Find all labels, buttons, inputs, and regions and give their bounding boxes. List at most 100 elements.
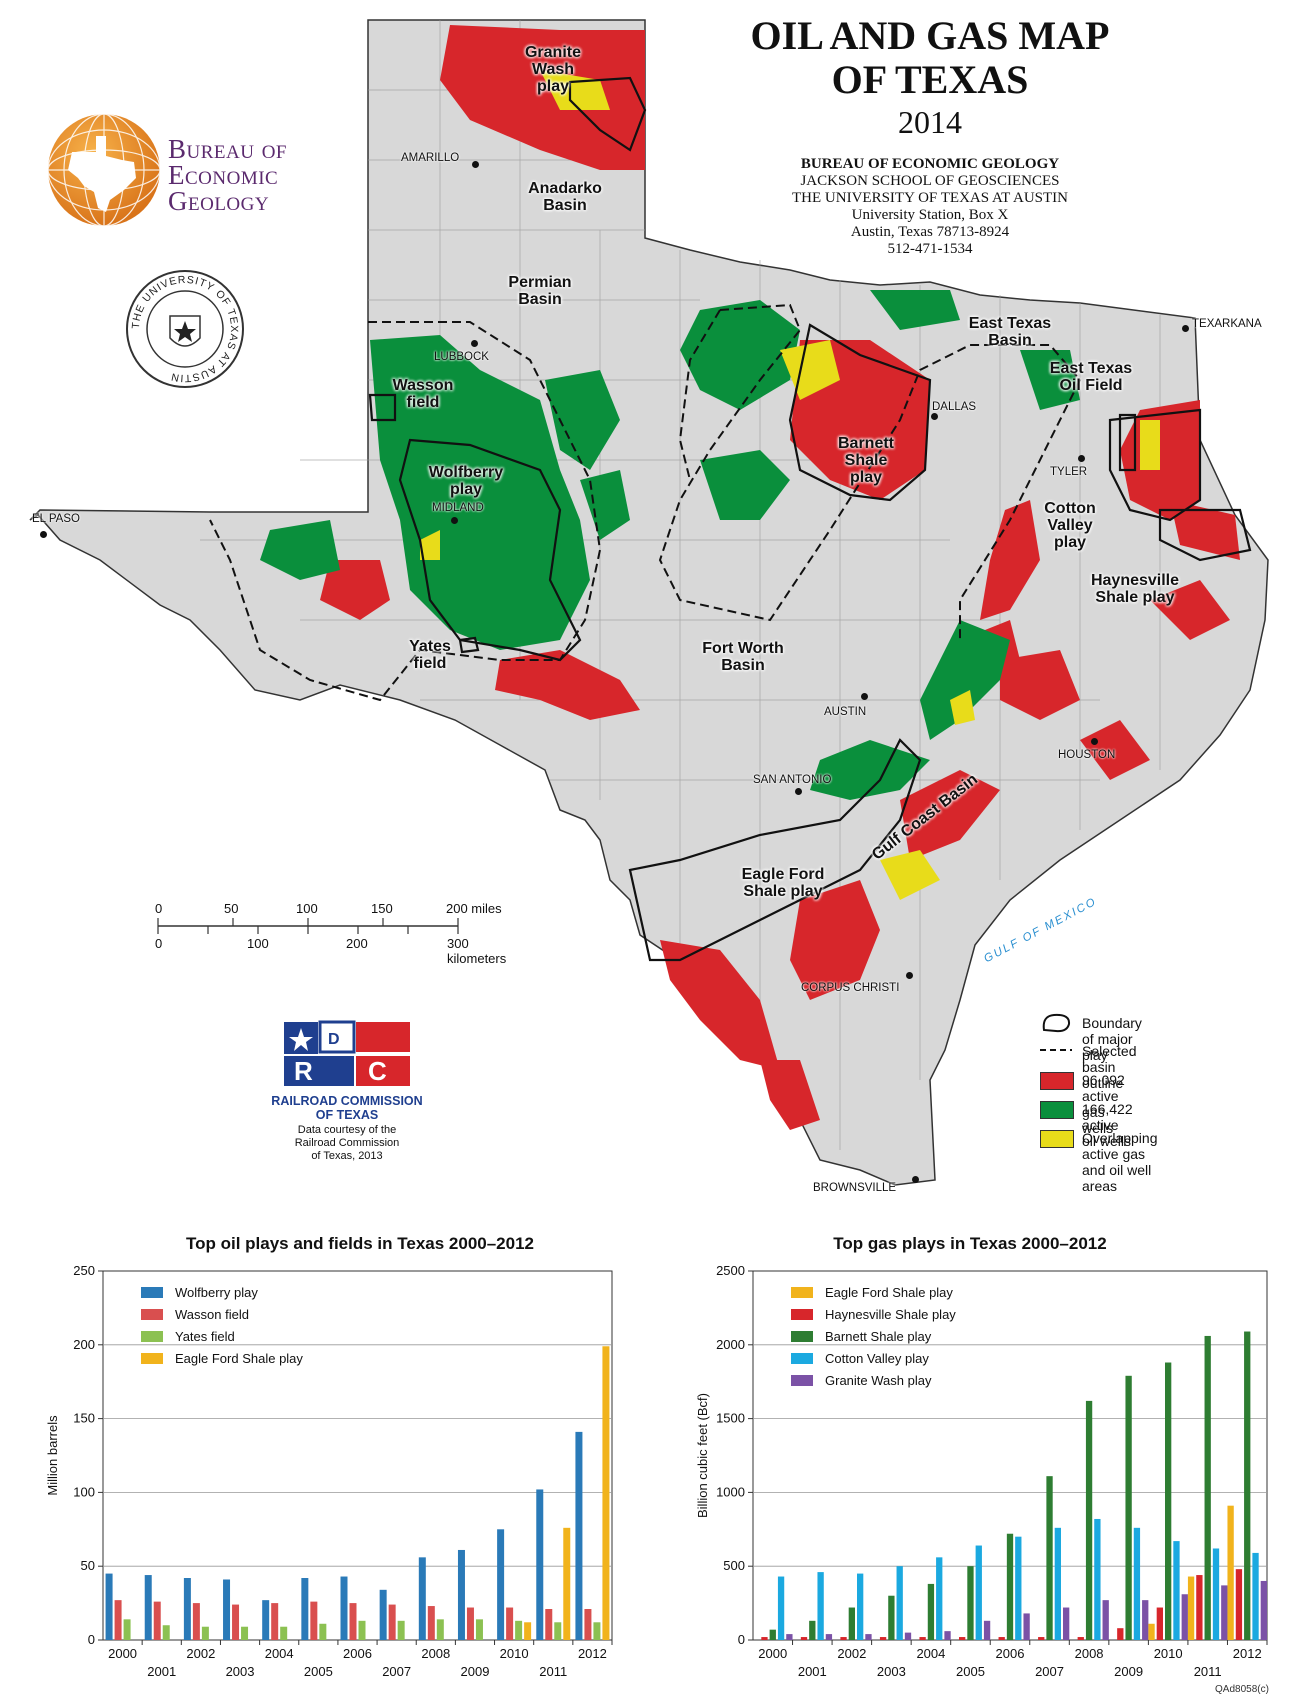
scale-km-0: 0 — [155, 936, 163, 951]
legend-oil: 166,422 active oil wells — [1082, 1101, 1133, 1149]
data-courtesy: Data courtesy of the Railroad Commission… — [262, 1124, 432, 1163]
bar-haynesville-shale-play-2004 — [919, 1637, 926, 1640]
bar-haynesville-shale-play-2007 — [1038, 1637, 1045, 1640]
bar-cotton-valley-play-2005 — [975, 1545, 982, 1640]
bar-wasson-field-2002 — [192, 1603, 200, 1640]
bar-barnett-shale-play-2005 — [967, 1566, 974, 1640]
bar-yates-field-2005 — [319, 1623, 327, 1640]
bar-yates-field-2000 — [123, 1619, 131, 1640]
legend-swatch — [141, 1287, 163, 1298]
city-dot-el-paso — [40, 531, 47, 538]
x-tick-label: 2005 — [956, 1664, 985, 1679]
oil-chart-title: Top oil plays and fields in Texas 2000–2… — [185, 1234, 535, 1253]
legend-label: Barnett Shale play — [825, 1329, 932, 1344]
bar-haynesville-shale-play-2002 — [840, 1637, 847, 1640]
bar-haynesville-shale-play-2011 — [1196, 1575, 1203, 1640]
city-austin: AUSTIN — [824, 706, 867, 718]
legend-swatch — [791, 1375, 813, 1386]
school-name: JACKSON SCHOOL OF GEOSCIENCES — [800, 173, 1060, 189]
bar-barnett-shale-play-2012 — [1244, 1331, 1251, 1640]
bar-cotton-valley-play-2012 — [1252, 1552, 1259, 1640]
hs-l2: Shale play — [1095, 589, 1175, 606]
org-name: BUREAU OF ECONOMIC GEOLOGY — [800, 156, 1060, 172]
scale-mi-200: 200 miles — [446, 901, 502, 916]
bar-cotton-valley-play-2011 — [1212, 1548, 1220, 1640]
bar-wolfberry-play-2011 — [536, 1489, 544, 1640]
barnett-l2: Shale — [844, 452, 888, 469]
bar-wasson-field-2008 — [427, 1606, 435, 1640]
scale-mi-50: 50 — [224, 901, 239, 916]
bar-cotton-valley-play-2003 — [896, 1566, 903, 1640]
bar-eagle-ford-shale-play-2010 — [1148, 1623, 1155, 1640]
legend-label: Wolfberry play — [175, 1285, 258, 1300]
city-tyler: TYLER — [1050, 466, 1088, 478]
station: University Station, Box X — [851, 207, 1009, 223]
x-tick-label: 2009 — [1114, 1664, 1143, 1679]
bar-yates-field-2006 — [358, 1620, 366, 1640]
y-tick-label: 0 — [738, 1632, 745, 1647]
legend-oil-swatch — [1040, 1101, 1074, 1119]
granite-wash-l1: Granite — [524, 44, 581, 61]
cv-l2: Valley — [1047, 517, 1093, 534]
bar-granite-wash-play-2004 — [944, 1631, 951, 1640]
bar-wasson-field-2010 — [506, 1607, 514, 1640]
x-tick-label: 2011 — [1194, 1664, 1222, 1679]
label-east-texas-oil-field: East Texas Oil Field — [1036, 360, 1146, 394]
city-dot-tyler — [1078, 455, 1085, 462]
bar-eagle-ford-shale-play-2011 — [1187, 1576, 1195, 1640]
texas-map — [29, 19, 1269, 1186]
wasson-l1: Wasson — [392, 377, 454, 394]
label-barnett-shale: Barnett Shale play — [826, 435, 906, 486]
x-tick-label: 2001 — [147, 1664, 176, 1679]
plot-frame — [102, 1270, 613, 1641]
bar-wolfberry-play-2000 — [105, 1573, 113, 1640]
legend-label: Haynesville Shale play — [825, 1307, 956, 1322]
bar-wolfberry-play-2006 — [340, 1576, 348, 1640]
rrc-name-l2: OF TEXAS — [315, 1108, 379, 1122]
phone: 512-471-1534 — [887, 241, 973, 257]
x-tick-label: 2003 — [877, 1664, 906, 1679]
svg-text:R: R — [294, 1056, 313, 1086]
city-dot-corpus-christi — [906, 972, 913, 979]
label-haynesville-shale: Haynesville Shale play — [1075, 572, 1195, 606]
scale-mi-150: 150 — [371, 901, 393, 916]
bar-granite-wash-play-2005 — [983, 1620, 991, 1640]
y-tick-label: 2000 — [716, 1337, 745, 1352]
city-dot-amarillo — [472, 161, 479, 168]
courtesy-l1: Data courtesy of the — [297, 1124, 397, 1136]
ut-seal: THE UNIVERSITY OF TEXAS AT AUSTIN — [126, 270, 244, 388]
city-corpus-christi: CORPUS CHRISTI — [801, 982, 900, 994]
texas-outline — [29, 19, 1269, 1186]
bar-barnett-shale-play-2001 — [809, 1620, 816, 1640]
legend-label: Granite Wash play — [825, 1373, 932, 1388]
bar-wolfberry-play-2002 — [183, 1578, 191, 1640]
city-el-paso: EL PASO — [32, 513, 80, 525]
title-line2: OF TEXAS — [831, 57, 1029, 102]
y-tick-label: 100 — [73, 1484, 95, 1499]
city-texarkana: TEXARKANA — [1192, 318, 1262, 330]
label-eagle-ford-shale: Eagle Ford Shale play — [728, 866, 838, 900]
rrc-name-l1: RAILROAD COMMISSION — [271, 1094, 423, 1108]
bar-wasson-field-2000 — [114, 1600, 122, 1640]
city-dot-houston — [1091, 738, 1098, 745]
bar-cotton-valley-play-2010 — [1173, 1541, 1180, 1640]
anadarko-l1: Anadarko — [528, 180, 602, 197]
bar-barnett-shale-play-2011 — [1204, 1335, 1211, 1640]
bar-wolfberry-play-2003 — [223, 1579, 231, 1640]
cv-l3: play — [1053, 534, 1086, 551]
rrc-name: RAILROAD COMMISSION OF TEXAS — [252, 1094, 442, 1122]
bar-wolfberry-play-2005 — [301, 1578, 309, 1640]
etb-l1: East Texas — [968, 315, 1052, 332]
bar-wasson-field-2001 — [153, 1601, 161, 1640]
fw-l2: Basin — [721, 657, 765, 674]
city-dot-midland — [451, 517, 458, 524]
bar-cotton-valley-play-2008 — [1094, 1518, 1101, 1640]
footer-code: QAd8058(c) — [1215, 1684, 1269, 1695]
oil-production-chart: 0 50 100 150 200 250 Million barrels 2000 2001 20… — [45, 1263, 613, 1679]
bar-granite-wash-play-2001 — [825, 1634, 833, 1640]
bar-barnett-shale-play-2009 — [1125, 1375, 1132, 1640]
y-tick-label: 1500 — [716, 1411, 745, 1426]
bar-wolfberry-play-2010 — [497, 1529, 505, 1640]
bar-haynesville-shale-play-2003 — [879, 1637, 887, 1640]
bar-yates-field-2001 — [162, 1625, 170, 1640]
